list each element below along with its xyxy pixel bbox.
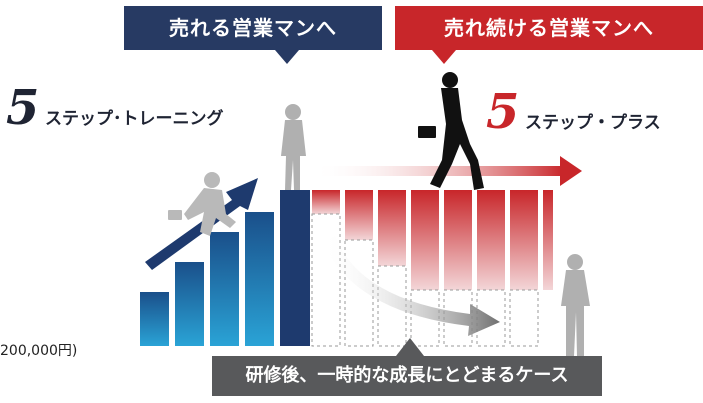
arrow-up-icon <box>145 178 258 270</box>
callout-keep-selling-pointer <box>432 50 456 64</box>
step-bar-1 <box>140 292 169 346</box>
plus-bar-6 <box>477 190 505 290</box>
training-number: 5 <box>6 80 40 136</box>
plus-bar-8 <box>543 190 553 290</box>
callout-keep-selling: 売れ続ける営業マンへ <box>395 6 703 50</box>
price-text: 200,000円) <box>0 343 78 359</box>
training-label: 5 ステップ･トレーニング <box>6 84 223 132</box>
plus-bar-1 <box>312 190 340 214</box>
businessman-thinking <box>561 254 590 356</box>
businessman-climbing <box>168 172 236 236</box>
step-bar-4 <box>245 212 274 346</box>
plus-bar-7 <box>510 190 538 290</box>
businessman-standing <box>281 104 306 190</box>
plus-bar-4 <box>411 190 439 290</box>
callout-sell-pointer <box>275 50 299 64</box>
arrow-down-icon <box>322 236 500 336</box>
callout-decline: 研修後、一時的な成長にとどまるケース <box>212 356 602 396</box>
plus-text: ステップ・プラス <box>524 113 661 133</box>
plus-bar-2 <box>345 190 373 240</box>
step-bar-3 <box>210 232 239 346</box>
step-bar-2 <box>175 262 204 346</box>
step-bar-5 <box>280 190 310 346</box>
plus-number: 5 <box>486 84 520 140</box>
callout-decline-pointer <box>396 338 424 356</box>
businessman-walking <box>418 72 484 190</box>
plus-bar-5 <box>444 190 472 290</box>
plus-bar-3 <box>378 190 406 266</box>
plus-label: 5 ステップ・プラス <box>486 88 661 136</box>
callout-sell: 売れる営業マンへ <box>124 6 382 50</box>
training-text: ステップ･トレーニング <box>44 109 224 129</box>
